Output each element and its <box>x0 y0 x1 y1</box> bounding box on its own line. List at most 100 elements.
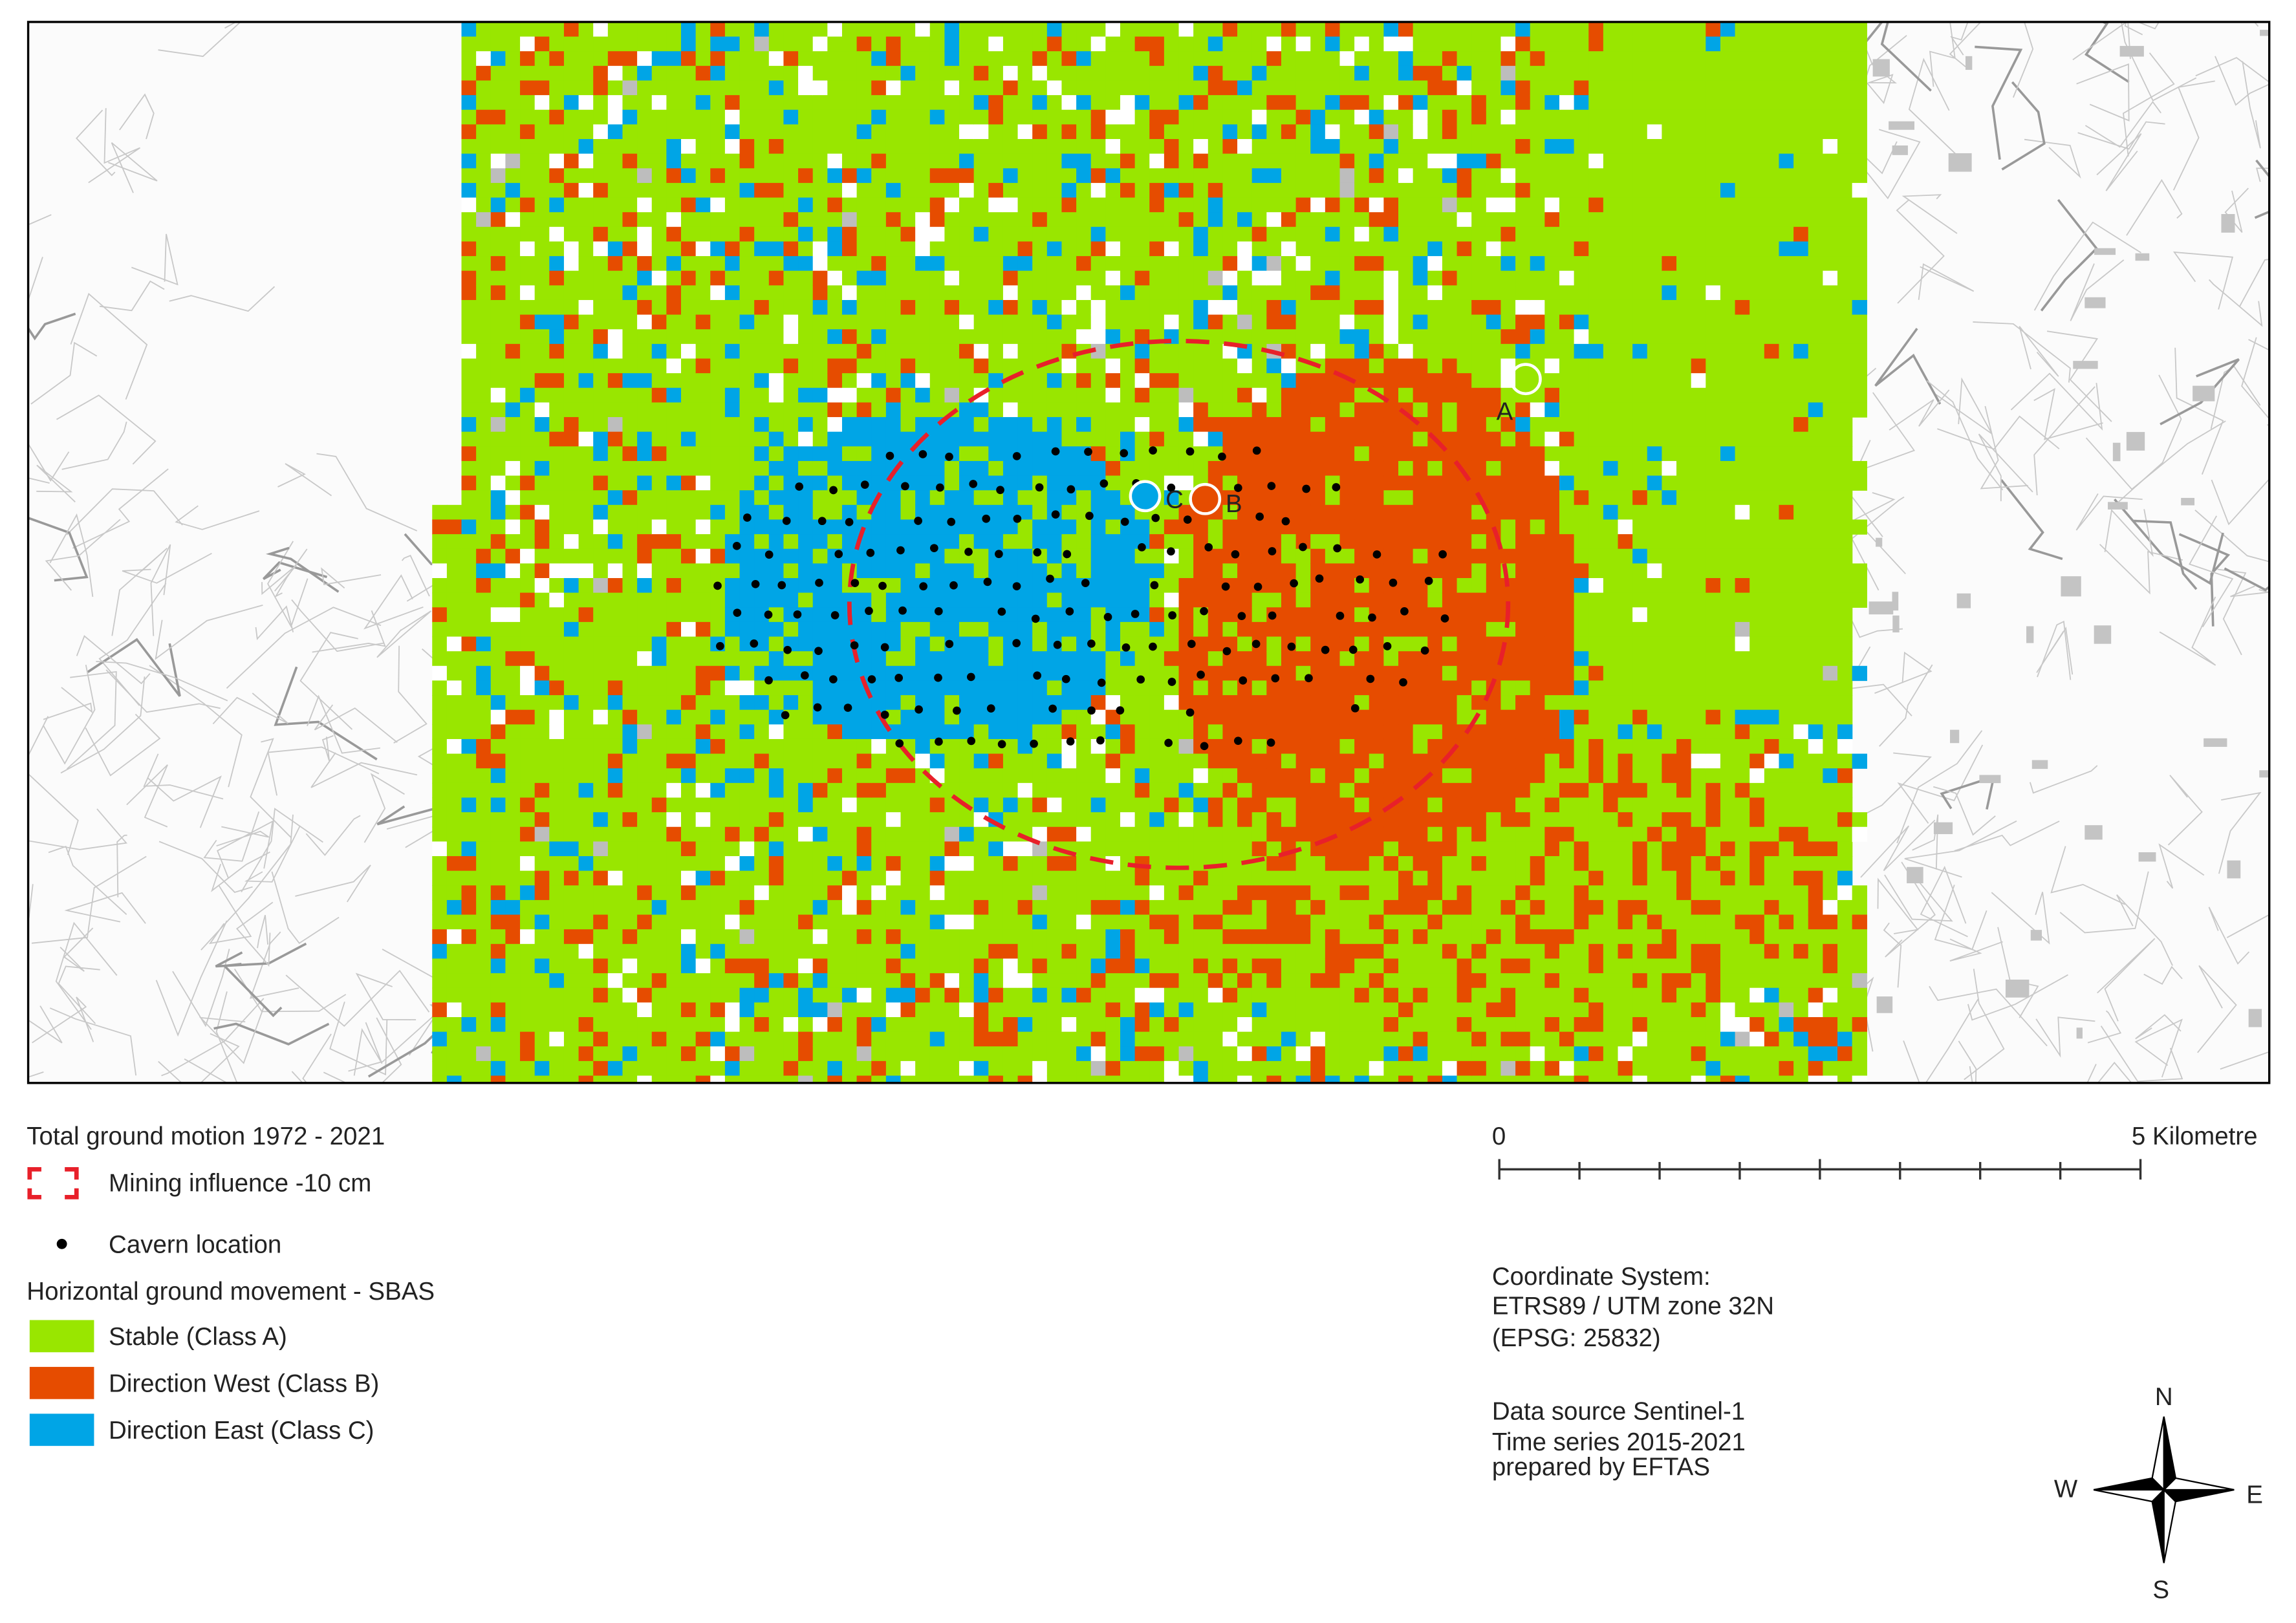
raster-cell <box>724 1016 741 1033</box>
raster-cell <box>666 109 682 125</box>
raster-cell <box>1076 987 1092 1004</box>
raster-cell <box>856 812 872 828</box>
raster-cell <box>1090 182 1107 199</box>
raster-cell <box>563 256 579 272</box>
raster-cell <box>476 885 492 901</box>
raster-cell <box>1237 36 1253 52</box>
raster-cell <box>1251 373 1268 389</box>
raster-cell <box>1295 387 1311 403</box>
raster-cell <box>695 21 711 38</box>
raster-cell <box>783 1046 799 1062</box>
raster-cell <box>841 841 858 857</box>
basemap-block <box>2227 860 2241 879</box>
raster-cell <box>1193 885 1209 901</box>
raster-cell <box>505 36 521 52</box>
raster-cell <box>944 1075 960 1083</box>
basemap-line <box>1860 819 1936 878</box>
basemap-line <box>1850 129 1921 200</box>
raster-cell <box>798 680 814 696</box>
raster-cell <box>973 212 989 228</box>
basemap-line <box>1901 194 1958 234</box>
raster-cell <box>944 109 960 125</box>
raster-cell <box>724 695 741 711</box>
raster-cell <box>637 885 653 901</box>
raster-cell <box>959 226 975 242</box>
raster-cell <box>520 21 536 38</box>
raster-cell <box>1046 665 1063 682</box>
raster-cell <box>768 680 785 696</box>
raster-cell <box>563 914 579 930</box>
raster-cell <box>607 373 623 389</box>
raster-cell <box>1310 446 1326 462</box>
raster-cell <box>666 446 682 462</box>
raster-cell <box>563 709 579 726</box>
raster-cell <box>812 724 829 740</box>
basemap-line <box>1964 969 2005 1080</box>
raster-cell <box>563 387 579 403</box>
raster-cell <box>666 695 682 711</box>
raster-cell <box>666 899 682 916</box>
raster-cell <box>1266 987 1282 1004</box>
raster-cell <box>534 109 550 125</box>
raster-cell <box>915 797 931 813</box>
raster-cell <box>461 1060 477 1077</box>
raster-cell <box>1310 270 1326 286</box>
raster-cell <box>959 607 975 623</box>
raster-cell <box>651 182 667 199</box>
raster-cell <box>798 519 814 535</box>
raster-cell <box>1105 899 1121 916</box>
raster-cell <box>1193 548 1209 564</box>
raster-cell <box>1178 1016 1194 1033</box>
raster-cell <box>563 534 579 550</box>
raster-cell <box>476 973 492 989</box>
raster-cell <box>710 1016 726 1033</box>
raster-cell <box>607 124 623 140</box>
raster-cell <box>695 241 711 257</box>
raster-cell <box>593 504 609 521</box>
raster-cell <box>915 929 931 945</box>
raster-cell <box>1134 738 1150 755</box>
raster-cell <box>681 460 697 477</box>
basemap-line <box>2040 199 2099 312</box>
raster-cell <box>695 80 711 96</box>
raster-cell <box>1076 153 1092 169</box>
raster-cell <box>1149 987 1165 1004</box>
raster-cell <box>1237 358 1253 374</box>
raster-cell <box>1339 885 1355 901</box>
raster-cell <box>651 475 667 491</box>
raster-cell <box>841 446 858 462</box>
raster-cell <box>768 607 785 623</box>
raster-cell <box>622 607 638 623</box>
raster-cell <box>754 738 770 755</box>
raster-cell <box>915 490 931 506</box>
raster-cell <box>973 665 989 682</box>
raster-cell <box>1354 782 1370 799</box>
raster-cell <box>622 95 638 111</box>
raster-cell <box>1281 21 1297 38</box>
basemap-line <box>1950 21 1969 56</box>
raster-cell <box>1017 768 1033 784</box>
basemap-line <box>1991 892 2050 945</box>
raster-cell <box>520 548 536 564</box>
raster-cell <box>1310 51 1326 67</box>
raster-cell <box>461 1046 477 1062</box>
raster-cell <box>1046 797 1063 813</box>
raster-cell <box>490 929 506 945</box>
raster-cell <box>812 460 829 477</box>
raster-cell <box>651 36 667 52</box>
raster-cell <box>1032 139 1048 155</box>
raster-cell <box>1017 958 1033 974</box>
raster-cell <box>959 241 975 257</box>
raster-cell <box>1310 36 1326 52</box>
raster-cell <box>1149 973 1165 989</box>
raster-cell <box>622 343 638 360</box>
raster-cell <box>607 899 623 916</box>
raster-cell <box>1339 856 1355 872</box>
raster-cell <box>1251 651 1268 667</box>
raster-cell <box>841 168 858 184</box>
raster-cell <box>695 665 711 682</box>
raster-cell <box>476 797 492 813</box>
raster-cell <box>1295 899 1311 916</box>
raster-cell <box>578 431 594 447</box>
raster-cell <box>1120 417 1136 433</box>
